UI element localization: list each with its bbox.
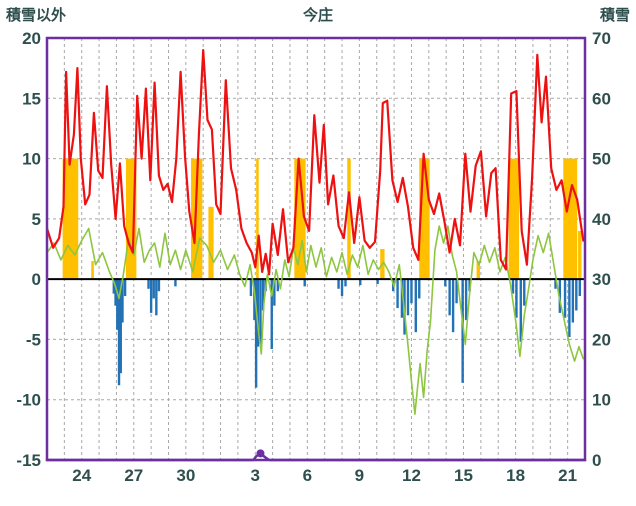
red-line bbox=[45, 48, 585, 276]
left-axis-tick-label: 20 bbox=[22, 29, 41, 48]
sunshine-bars bbox=[347, 158, 351, 280]
precip-bars bbox=[259, 279, 262, 345]
precip-bars bbox=[376, 279, 379, 284]
left-axis-tick-label: -15 bbox=[16, 451, 41, 470]
right-axis-tick-label: 50 bbox=[592, 150, 611, 169]
precip-bars bbox=[116, 279, 119, 330]
x-axis-tick-label: 27 bbox=[124, 466, 143, 485]
precip-bars bbox=[276, 279, 280, 292]
x-axis-tick-label: 3 bbox=[251, 466, 260, 485]
precip-bars bbox=[400, 279, 404, 318]
precip-bars bbox=[112, 279, 116, 294]
precip-bars bbox=[511, 279, 515, 294]
left-axis-tick-label: 5 bbox=[32, 210, 41, 229]
left-axis-tick-label: -10 bbox=[16, 391, 41, 410]
precip-bars bbox=[303, 279, 306, 287]
x-axis-tick-label: 6 bbox=[303, 466, 312, 485]
left-axis-tick-label: 10 bbox=[22, 150, 41, 169]
precip-bars bbox=[444, 279, 447, 287]
precip-bars bbox=[558, 279, 562, 313]
chart-title: 今庄 bbox=[302, 7, 333, 24]
precip-bars bbox=[155, 279, 158, 316]
x-axis-tick-label: 15 bbox=[454, 466, 473, 485]
x-axis-tick-label: 9 bbox=[355, 466, 364, 485]
precip-bars bbox=[448, 279, 451, 316]
precip-bars bbox=[270, 279, 273, 350]
precip-bars bbox=[464, 279, 468, 321]
left-axis-tick-label: 15 bbox=[22, 89, 41, 108]
sunshine-bars bbox=[208, 206, 214, 280]
x-axis-tick-label: 30 bbox=[176, 466, 195, 485]
right-axis-tick-label: 30 bbox=[592, 270, 611, 289]
precip-bars bbox=[119, 279, 122, 374]
right-axis-tick-label: 20 bbox=[592, 330, 611, 349]
sunshine-bars bbox=[91, 261, 94, 280]
precip-bars bbox=[571, 279, 575, 323]
right-axis-tick-label: 70 bbox=[592, 29, 611, 48]
sunshine-bars bbox=[125, 158, 137, 280]
precip-bars bbox=[396, 279, 399, 309]
precip-bars bbox=[149, 279, 153, 313]
x-axis-tick-label: 12 bbox=[402, 466, 421, 485]
precip-bars bbox=[344, 279, 347, 287]
precip-bars bbox=[410, 279, 413, 304]
precip-bars bbox=[157, 279, 161, 292]
precip-bars bbox=[468, 279, 471, 292]
precip-bars bbox=[121, 279, 124, 323]
sunshine-bars bbox=[476, 261, 481, 280]
sunshine-bars bbox=[578, 230, 582, 280]
precip-bars bbox=[575, 279, 578, 311]
precip-bars bbox=[523, 279, 526, 306]
precip-bars bbox=[273, 279, 276, 306]
precip-bars bbox=[554, 279, 557, 289]
x-axis-tick-label: 24 bbox=[72, 466, 91, 485]
snow-depth-line-marker bbox=[256, 449, 265, 458]
precip-bars bbox=[406, 279, 410, 316]
sunshine-bars bbox=[508, 158, 520, 280]
precip-bars bbox=[578, 279, 581, 297]
precip-bars bbox=[114, 279, 117, 306]
green-line bbox=[46, 225, 585, 416]
left-axis-tick-label: 0 bbox=[32, 270, 41, 289]
precip-bars bbox=[117, 279, 121, 386]
precip-bars bbox=[249, 279, 253, 297]
right-axis-title: 積雪 bbox=[599, 7, 630, 24]
precip-bars bbox=[147, 279, 150, 289]
sunshine-bars bbox=[294, 158, 306, 280]
precip-bars bbox=[568, 279, 571, 338]
sunshine-bars bbox=[256, 158, 259, 280]
sunshine-bars bbox=[419, 158, 430, 280]
precip-bars bbox=[461, 279, 464, 383]
precip-bars bbox=[519, 279, 522, 342]
precip-bars bbox=[451, 279, 455, 333]
left-axis-title: 積雪以外 bbox=[6, 7, 67, 24]
precip-bars bbox=[563, 279, 567, 318]
precip-bars bbox=[174, 279, 177, 287]
x-axis-tick-label: 18 bbox=[506, 466, 525, 485]
precip-bars bbox=[253, 279, 256, 321]
right-axis-tick-label: 60 bbox=[592, 89, 611, 108]
right-axis-tick-label: 0 bbox=[592, 451, 601, 470]
plot-frame bbox=[45, 36, 587, 462]
precip-bars bbox=[256, 279, 260, 347]
precip-bars bbox=[359, 279, 362, 286]
precip-bars bbox=[515, 279, 518, 318]
sunshine-bars bbox=[191, 158, 203, 280]
precip-bars bbox=[418, 279, 421, 299]
right-axis-tick-label: 40 bbox=[592, 210, 611, 229]
precip-bars bbox=[455, 279, 458, 304]
precip-bars bbox=[414, 279, 417, 333]
precip-bars bbox=[337, 279, 340, 289]
precip-bars bbox=[152, 279, 155, 299]
right-axis-tick-label: 10 bbox=[592, 391, 611, 410]
sunshine-bars bbox=[563, 158, 578, 280]
precip-bars bbox=[340, 279, 344, 297]
left-axis-tick-label: -5 bbox=[26, 330, 41, 349]
precip-bars bbox=[254, 279, 258, 388]
x-axis-tick-label: 21 bbox=[558, 466, 577, 485]
precip-bars bbox=[261, 279, 265, 311]
precip-bars bbox=[123, 279, 127, 297]
